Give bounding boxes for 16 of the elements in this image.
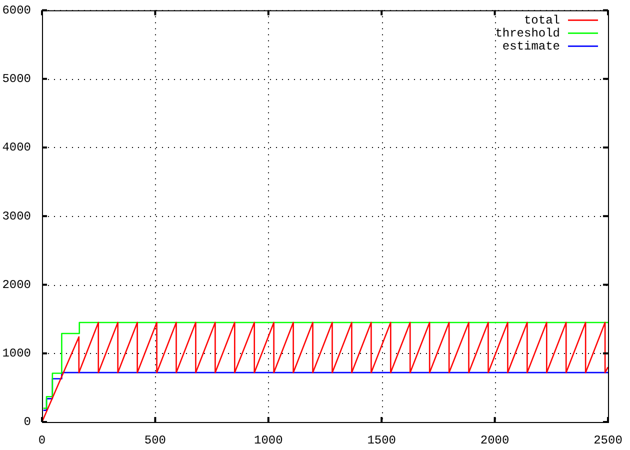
x-tick-label: 2500	[594, 433, 622, 448]
x-tick-label: 1000	[254, 433, 283, 448]
y-tick-label: 4000	[2, 140, 31, 155]
y-tick-label: 5000	[2, 72, 31, 86]
y-tick-label: 2000	[2, 278, 31, 292]
legend-label: estimate	[502, 39, 560, 54]
x-tick-label: 1500	[367, 433, 396, 448]
y-tick-label: 3000	[2, 209, 31, 224]
x-tick-label: 2000	[480, 433, 510, 448]
y-tick-label: 6000	[2, 3, 31, 18]
legend-label: threshold	[495, 26, 560, 40]
legend-label: total	[524, 13, 560, 28]
x-tick-label: 500	[144, 433, 166, 448]
x-tick-label: 0	[38, 433, 46, 448]
y-tick-label: 0	[24, 415, 31, 430]
y-tick-label: 1000	[2, 346, 31, 361]
